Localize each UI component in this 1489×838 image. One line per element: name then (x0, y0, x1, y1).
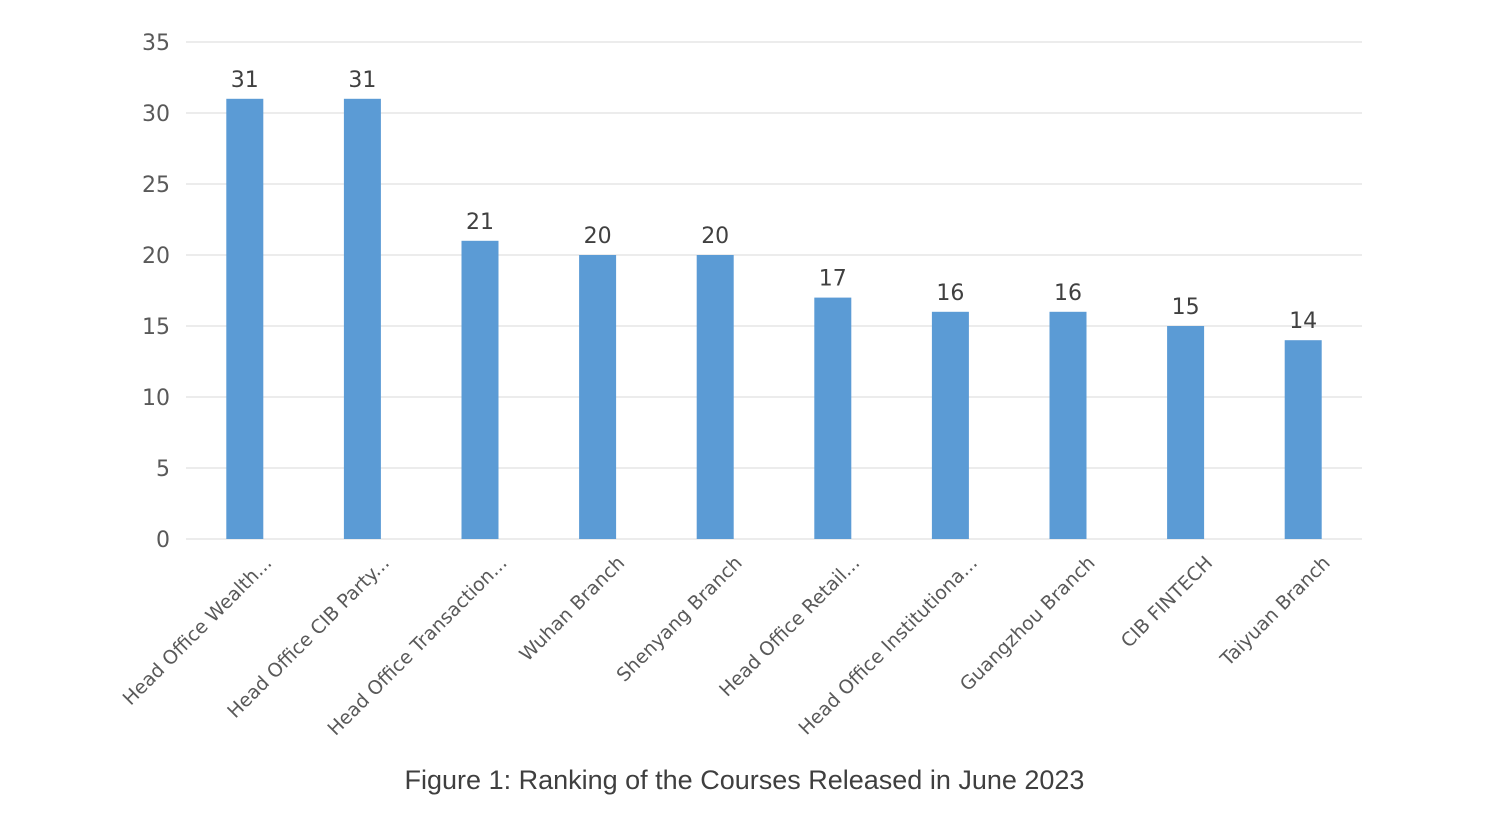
bars (226, 98, 1322, 540)
bar-value-label: 31 (231, 68, 259, 93)
x-category-label: CIB FINTECH (1117, 552, 1217, 652)
y-tick-label: 35 (142, 31, 170, 56)
bar (1049, 311, 1087, 539)
y-tick-label: 10 (142, 386, 170, 411)
y-tick-label: 15 (142, 315, 170, 340)
gridlines (186, 41, 1362, 540)
y-tick-label: 20 (142, 244, 170, 269)
y-axis-ticks: 0 5 10 15 20 25 30 35 (142, 31, 170, 553)
x-category-label: Taiyuan Branch (1216, 552, 1335, 671)
figure-caption: Figure 1: Ranking of the Courses Release… (404, 765, 1085, 795)
bar-value-label: 16 (936, 281, 964, 306)
y-tick-label: 5 (156, 457, 170, 482)
bar-value-label: 21 (466, 210, 494, 235)
x-axis-categories: Head Office Wealth...Head Office CIB Par… (119, 552, 1335, 740)
bar (814, 297, 852, 539)
bar (1284, 340, 1322, 539)
bar (579, 255, 617, 539)
bar-value-label: 20 (701, 224, 729, 249)
y-tick-label: 0 (156, 528, 170, 553)
x-category-label: Shenyang Branch (612, 552, 746, 686)
data-labels: 31 31 21 20 20 17 16 16 15 14 (231, 68, 1317, 334)
bar-value-label: 31 (348, 68, 376, 93)
bar-chart: 0 5 10 15 20 25 30 35 31 31 21 20 20 17 16 16 15 14 Head… (119, 31, 1362, 740)
bar (343, 98, 381, 540)
x-category-label: Guangzhou Branch (956, 552, 1100, 696)
bar (226, 98, 264, 540)
y-tick-label: 30 (142, 102, 170, 127)
bar (1167, 326, 1205, 539)
bar-value-label: 20 (584, 224, 612, 249)
bar (931, 311, 969, 539)
bar (461, 240, 499, 540)
bar-value-label: 14 (1289, 309, 1317, 334)
bar (696, 255, 734, 539)
bar-value-label: 16 (1054, 281, 1082, 306)
x-category-label: Wuhan Branch (515, 552, 629, 666)
bar-value-label: 15 (1172, 295, 1200, 320)
y-tick-label: 25 (142, 173, 170, 198)
bar-value-label: 17 (819, 267, 847, 292)
